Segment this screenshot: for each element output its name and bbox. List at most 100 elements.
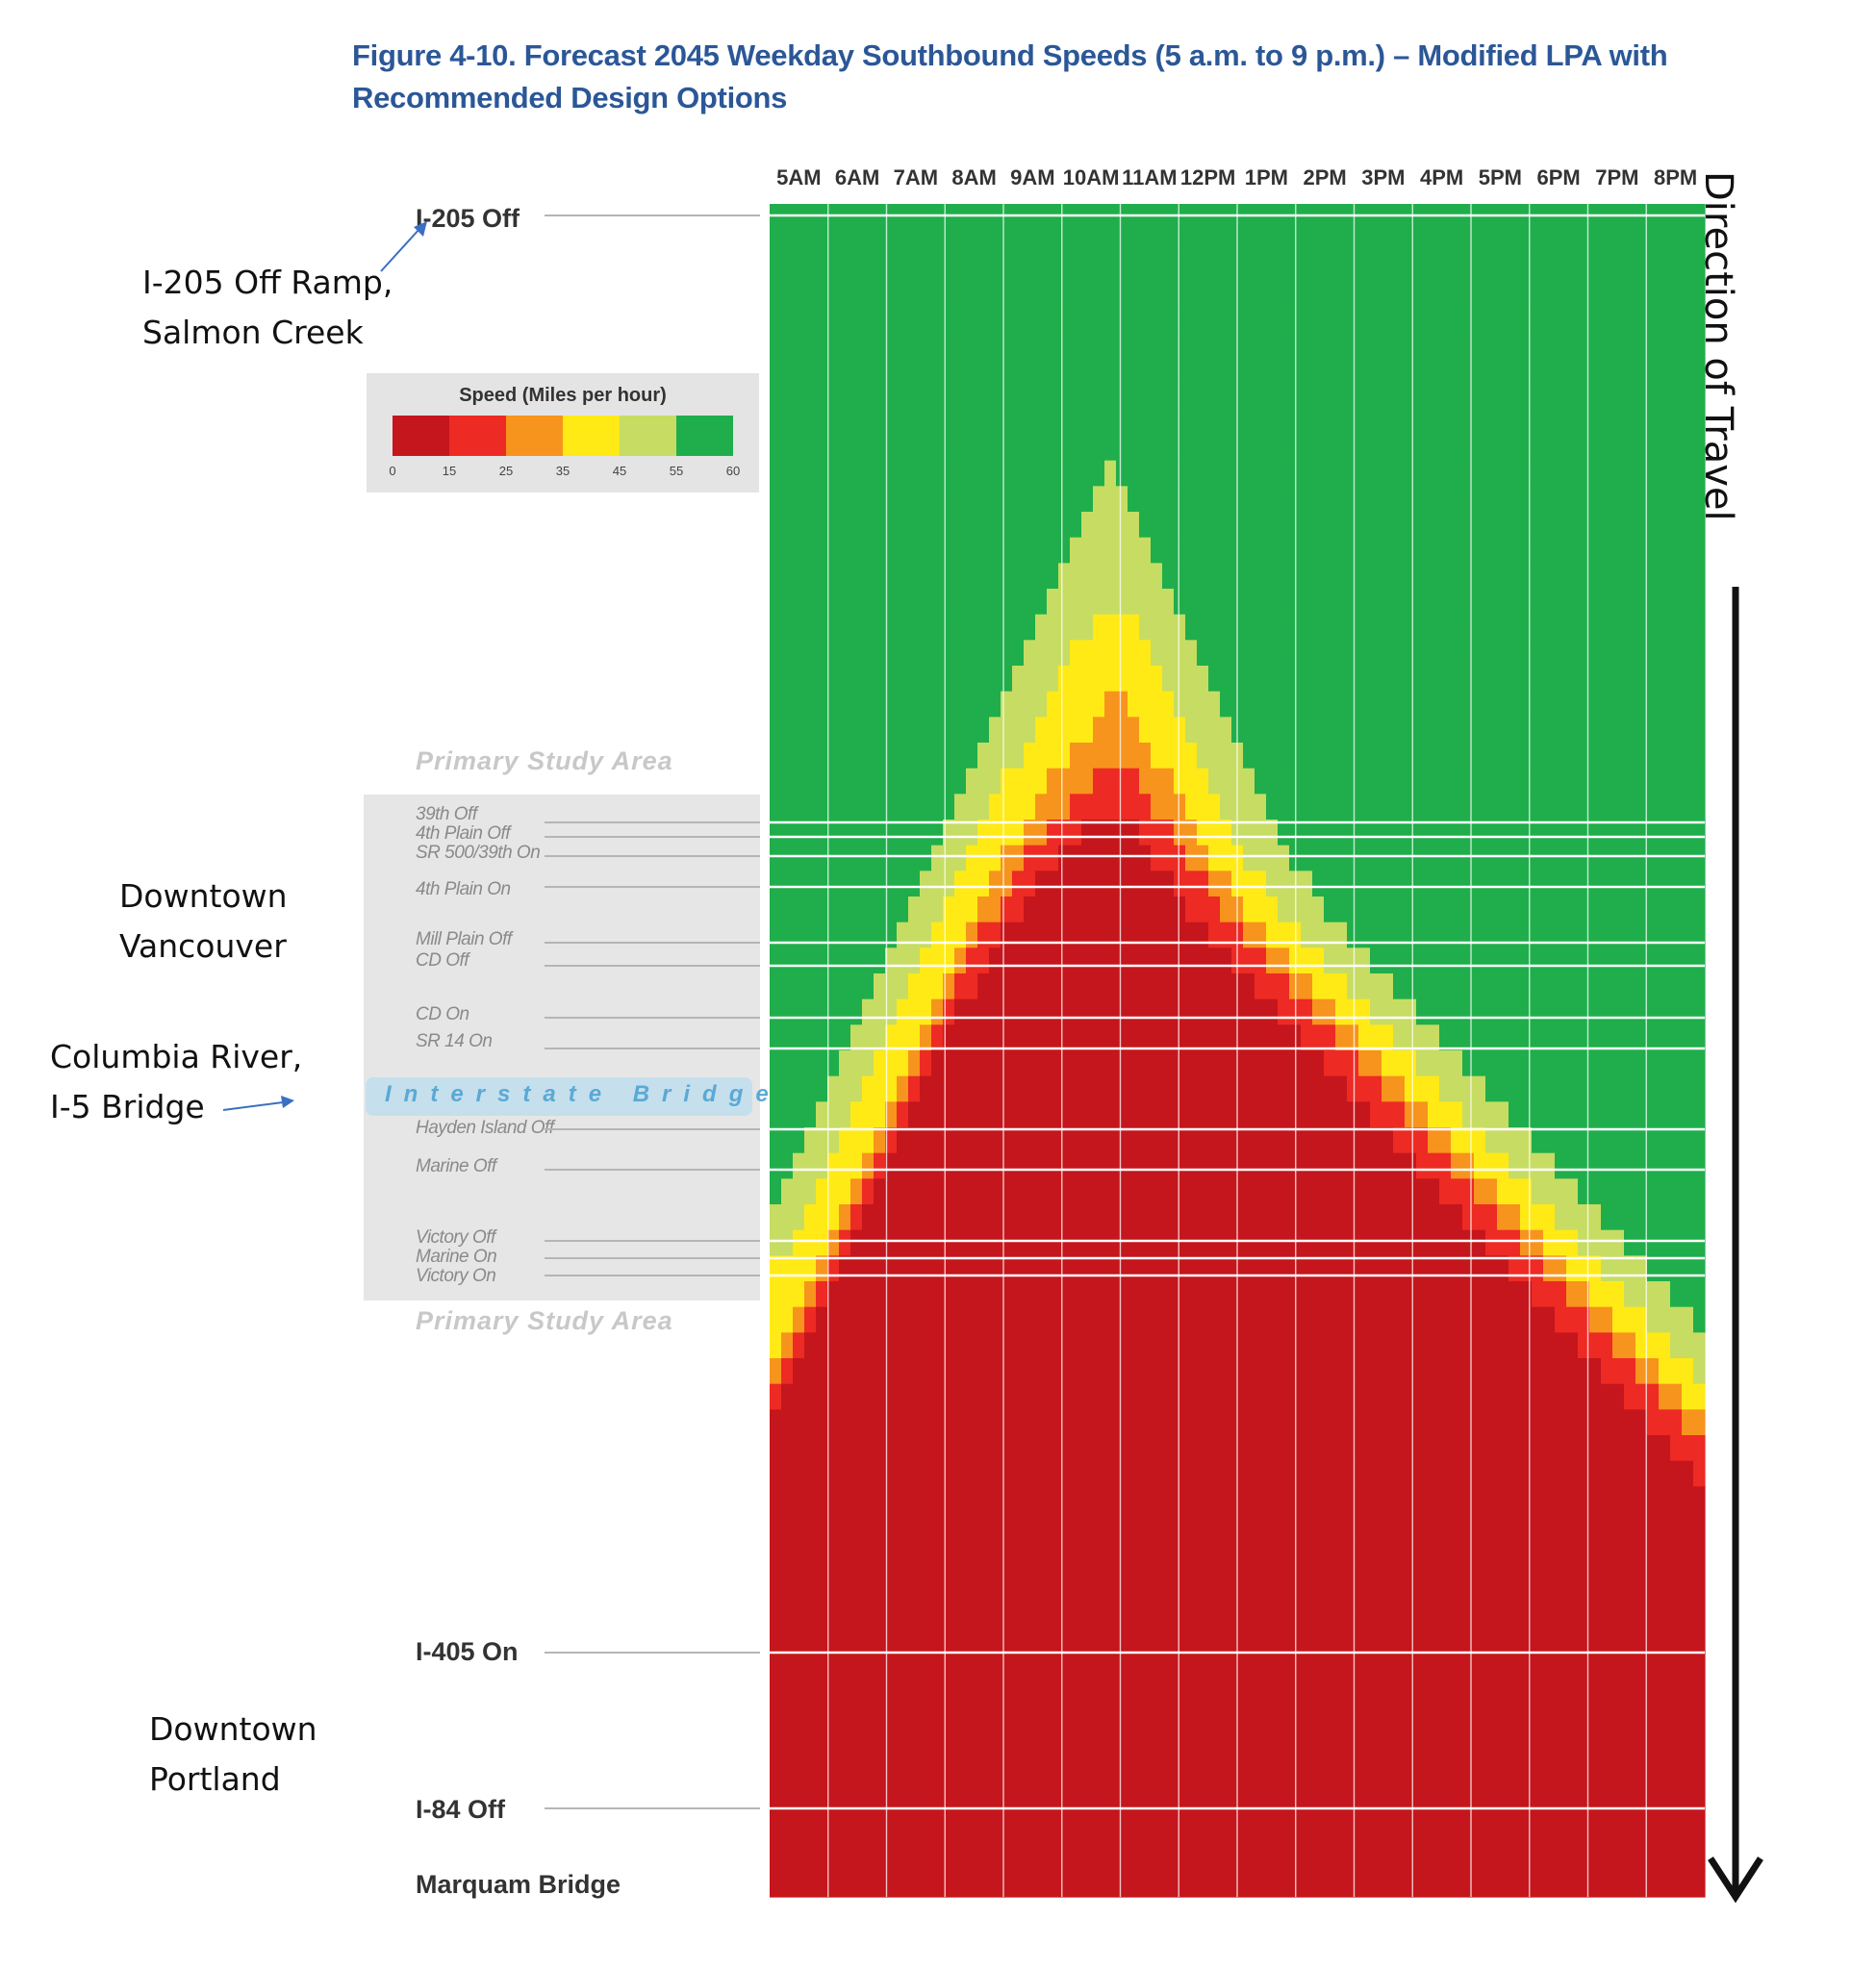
heatmap-cell (1012, 666, 1059, 693)
heatmap-cell (1659, 1383, 1683, 1410)
heatmap-cell (1612, 1332, 1636, 1359)
heatmap-cell (793, 1358, 1602, 1385)
heatmap-cell (1312, 973, 1348, 1000)
speed-legend: Speed (Miles per hour) 0 15 25 35 45 55 … (367, 373, 759, 492)
heatmap-cell (827, 1255, 840, 1282)
heatmap-cell (1532, 1127, 1706, 1154)
heatmap-cell (908, 1050, 921, 1077)
heatmap-cell (1301, 922, 1348, 948)
heatmap-cell (1093, 768, 1140, 795)
heatmap-cell (1670, 1281, 1706, 1308)
heatmap-cell (1001, 691, 1048, 718)
location-marquam-bridge: Marquam Bridge (416, 1870, 621, 1899)
heatmap-cell (1001, 897, 1025, 923)
heatmap-cell (1601, 1255, 1648, 1282)
ramp-sr500-39th-on: SR 500/39th On (416, 843, 541, 863)
heatmap-cell (770, 1332, 782, 1359)
heatmap-cell (1243, 922, 1267, 948)
heatmap-cell (931, 1050, 1325, 1077)
heatmap-cell (1185, 794, 1221, 821)
heatmap-cell (920, 1075, 1348, 1102)
heatmap-cell (1428, 1101, 1463, 1128)
heatmap-cell (989, 947, 1232, 974)
heatmap-cell (1208, 666, 1706, 693)
heatmap-cell (1601, 1204, 1706, 1231)
heatmap-cell (770, 768, 967, 795)
heatmap-cell (1070, 743, 1152, 770)
heatmap-cell (770, 897, 909, 923)
annotation-columbia-line2: I-5 Bridge (50, 1088, 205, 1125)
heatmap-cell (770, 871, 921, 897)
heatmap-cell (1208, 922, 1244, 948)
heatmap-cell (1035, 717, 1094, 744)
heatmap-cell (1647, 1409, 1683, 1436)
heatmap-cell (920, 871, 955, 897)
heatmap-cell (839, 1050, 875, 1077)
x-tick-label: 4PM (1420, 165, 1463, 189)
ramp-victory-off: Victory Off (416, 1227, 495, 1248)
heatmap-cell (1185, 614, 1706, 641)
legend-swatch-15-25 (449, 416, 506, 456)
heatmap-cell (1278, 820, 1706, 846)
x-tick-label: 8PM (1654, 165, 1697, 189)
heatmap-cell (1508, 1101, 1706, 1128)
heatmap-cell (1624, 1281, 1671, 1308)
heatmap-cell (1324, 947, 1371, 974)
heatmap-cell (770, 512, 1082, 539)
heatmap-cell (931, 845, 967, 871)
ramp-39th-off: 39th Off (416, 804, 477, 824)
heatmap-cell (839, 1229, 851, 1256)
heatmap-cell (897, 922, 932, 948)
heatmap-cell (1058, 845, 1152, 871)
ramp-cd-on: CD On (416, 1004, 469, 1024)
heatmap-cell (966, 768, 1001, 795)
x-tick-label: 3PM (1361, 165, 1405, 189)
heatmap-cell (1693, 1358, 1706, 1385)
legend-title: Speed (Miles per hour) (459, 385, 667, 406)
interstate-bridge-label: Interstate Bridge (385, 1081, 781, 1107)
figure-title-line2: Recommended Design Options (352, 81, 788, 114)
heatmap-cell (1358, 1050, 1382, 1077)
heatmap-cell (1104, 460, 1117, 487)
heatmap-cell (1024, 845, 1059, 871)
heatmap-cell (1520, 1229, 1544, 1256)
heatmap-cell (1324, 1050, 1359, 1077)
heatmap-cell (1451, 1127, 1486, 1154)
heatmap-cell (943, 820, 978, 846)
heatmap-cell (793, 1306, 805, 1333)
heatmap-cell (770, 973, 875, 1000)
heatmap-cell (770, 537, 1071, 564)
ramp-cd-off: CD Off (416, 950, 469, 971)
heatmap-cell (977, 922, 1001, 948)
annotation-arrowhead-columbia (281, 1096, 294, 1108)
legend-swatch-25-35 (506, 416, 563, 456)
x-tick-label: 9AM (1010, 165, 1054, 189)
heatmap-cell (770, 640, 1025, 667)
heatmap-cell (1347, 922, 1706, 948)
heatmap-cell (1174, 871, 1209, 897)
heatmap-cell (827, 1229, 840, 1256)
heatmap-cell (1197, 743, 1244, 770)
heatmap-cell (770, 1075, 828, 1102)
legend-tick-55: 55 (669, 464, 684, 478)
heatmap-cell (1555, 1306, 1590, 1333)
heatmap-cell (897, 1075, 909, 1102)
x-tick-label: 6AM (835, 165, 879, 189)
legend-tick-15: 15 (442, 464, 457, 478)
heatmap-cell (770, 922, 898, 948)
heatmap-cell (1070, 794, 1152, 821)
heatmap-cell (943, 897, 978, 923)
heatmap-cell (1682, 1409, 1706, 1436)
interstate-bridge-band (366, 1077, 752, 1116)
annotation-i205: I-205 Off Ramp, Salmon Creek (142, 258, 393, 358)
heatmap-cell (1370, 998, 1417, 1025)
heatmap-cell (1659, 1358, 1694, 1385)
heatmap-cell (850, 1101, 886, 1128)
heatmap-cell (862, 998, 898, 1025)
heatmap-cell (977, 973, 1255, 1000)
heatmap-cell (1589, 1281, 1625, 1308)
heatmap-cell (1555, 1204, 1602, 1231)
heatmap-cell (1185, 845, 1209, 871)
heatmap-cell (1243, 897, 1279, 923)
heatmap-cell (885, 1127, 898, 1154)
